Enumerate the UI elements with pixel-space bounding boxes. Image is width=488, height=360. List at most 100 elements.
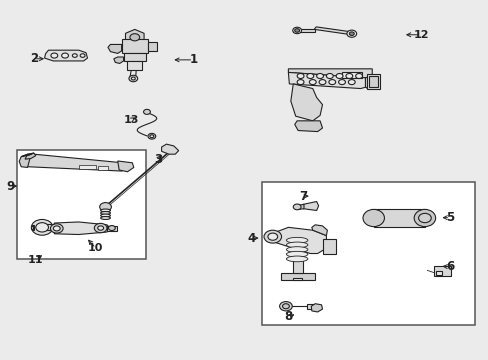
Ellipse shape xyxy=(362,210,384,226)
Polygon shape xyxy=(108,44,122,53)
Text: 6: 6 xyxy=(445,260,453,273)
Bar xyxy=(127,61,142,69)
Circle shape xyxy=(346,30,356,37)
Circle shape xyxy=(347,80,354,85)
Circle shape xyxy=(345,73,352,78)
Circle shape xyxy=(100,203,111,211)
Bar xyxy=(368,76,377,87)
Polygon shape xyxy=(311,304,322,312)
Text: 8: 8 xyxy=(284,310,292,324)
Circle shape xyxy=(267,233,277,240)
Ellipse shape xyxy=(286,251,307,257)
Polygon shape xyxy=(288,69,371,78)
Circle shape xyxy=(148,134,156,139)
Ellipse shape xyxy=(101,214,110,217)
Bar xyxy=(107,226,117,231)
Ellipse shape xyxy=(286,237,307,243)
Bar xyxy=(373,210,424,226)
Bar xyxy=(293,278,302,280)
Polygon shape xyxy=(54,222,110,234)
Bar xyxy=(293,253,303,273)
Text: 13: 13 xyxy=(123,115,139,125)
Bar xyxy=(261,182,474,325)
Polygon shape xyxy=(125,30,144,45)
Ellipse shape xyxy=(286,256,307,262)
Circle shape xyxy=(98,226,103,230)
Circle shape xyxy=(326,73,332,78)
Circle shape xyxy=(108,226,115,230)
Circle shape xyxy=(335,73,342,78)
Circle shape xyxy=(61,53,68,58)
Circle shape xyxy=(338,80,345,85)
Text: 4: 4 xyxy=(247,231,255,244)
Circle shape xyxy=(328,80,335,85)
Bar xyxy=(148,42,157,51)
Bar xyxy=(123,53,146,61)
Polygon shape xyxy=(290,84,322,121)
Text: 2: 2 xyxy=(30,52,38,65)
Polygon shape xyxy=(299,204,304,210)
Circle shape xyxy=(316,73,323,78)
Circle shape xyxy=(309,80,316,85)
Circle shape xyxy=(355,73,362,78)
Circle shape xyxy=(94,224,107,233)
Text: 5: 5 xyxy=(445,211,453,224)
Polygon shape xyxy=(118,161,134,172)
Circle shape xyxy=(131,77,135,80)
Bar xyxy=(322,239,335,253)
Circle shape xyxy=(72,54,77,57)
Polygon shape xyxy=(303,202,318,211)
Text: 7: 7 xyxy=(298,190,306,203)
Text: 1: 1 xyxy=(189,53,197,66)
Circle shape xyxy=(297,80,304,85)
Circle shape xyxy=(297,73,304,78)
Circle shape xyxy=(294,29,299,32)
Circle shape xyxy=(129,75,138,82)
Polygon shape xyxy=(19,154,30,167)
Polygon shape xyxy=(294,121,322,132)
Polygon shape xyxy=(314,27,353,35)
Polygon shape xyxy=(161,144,178,154)
Circle shape xyxy=(348,32,353,36)
Ellipse shape xyxy=(286,247,307,252)
Circle shape xyxy=(80,54,85,57)
Polygon shape xyxy=(114,57,123,63)
Circle shape xyxy=(279,302,292,311)
Circle shape xyxy=(130,34,140,41)
Bar xyxy=(79,165,96,169)
Text: 3: 3 xyxy=(154,153,162,166)
Text: 11: 11 xyxy=(28,255,43,265)
Ellipse shape xyxy=(101,217,110,220)
Bar xyxy=(341,72,361,78)
Text: 12: 12 xyxy=(412,30,428,40)
Text: 10: 10 xyxy=(88,243,103,253)
Circle shape xyxy=(293,204,301,210)
Bar xyxy=(98,166,108,170)
Ellipse shape xyxy=(101,212,110,215)
Circle shape xyxy=(51,53,58,58)
Circle shape xyxy=(36,223,48,232)
Ellipse shape xyxy=(413,210,435,226)
Circle shape xyxy=(418,213,430,223)
Polygon shape xyxy=(365,76,371,89)
Polygon shape xyxy=(288,72,366,89)
Polygon shape xyxy=(21,153,34,157)
Bar xyxy=(42,225,59,230)
Circle shape xyxy=(282,304,289,309)
Bar xyxy=(122,39,148,53)
Ellipse shape xyxy=(286,242,307,248)
Polygon shape xyxy=(306,304,316,309)
Circle shape xyxy=(31,220,53,235)
Polygon shape xyxy=(268,227,326,253)
Polygon shape xyxy=(31,226,33,229)
Polygon shape xyxy=(293,30,315,32)
Polygon shape xyxy=(27,154,128,171)
Bar xyxy=(17,149,146,259)
Circle shape xyxy=(53,226,60,231)
Bar xyxy=(433,266,450,276)
Bar xyxy=(435,271,442,275)
Circle shape xyxy=(319,80,325,85)
Circle shape xyxy=(150,135,154,138)
Polygon shape xyxy=(32,225,34,230)
Circle shape xyxy=(143,109,150,114)
